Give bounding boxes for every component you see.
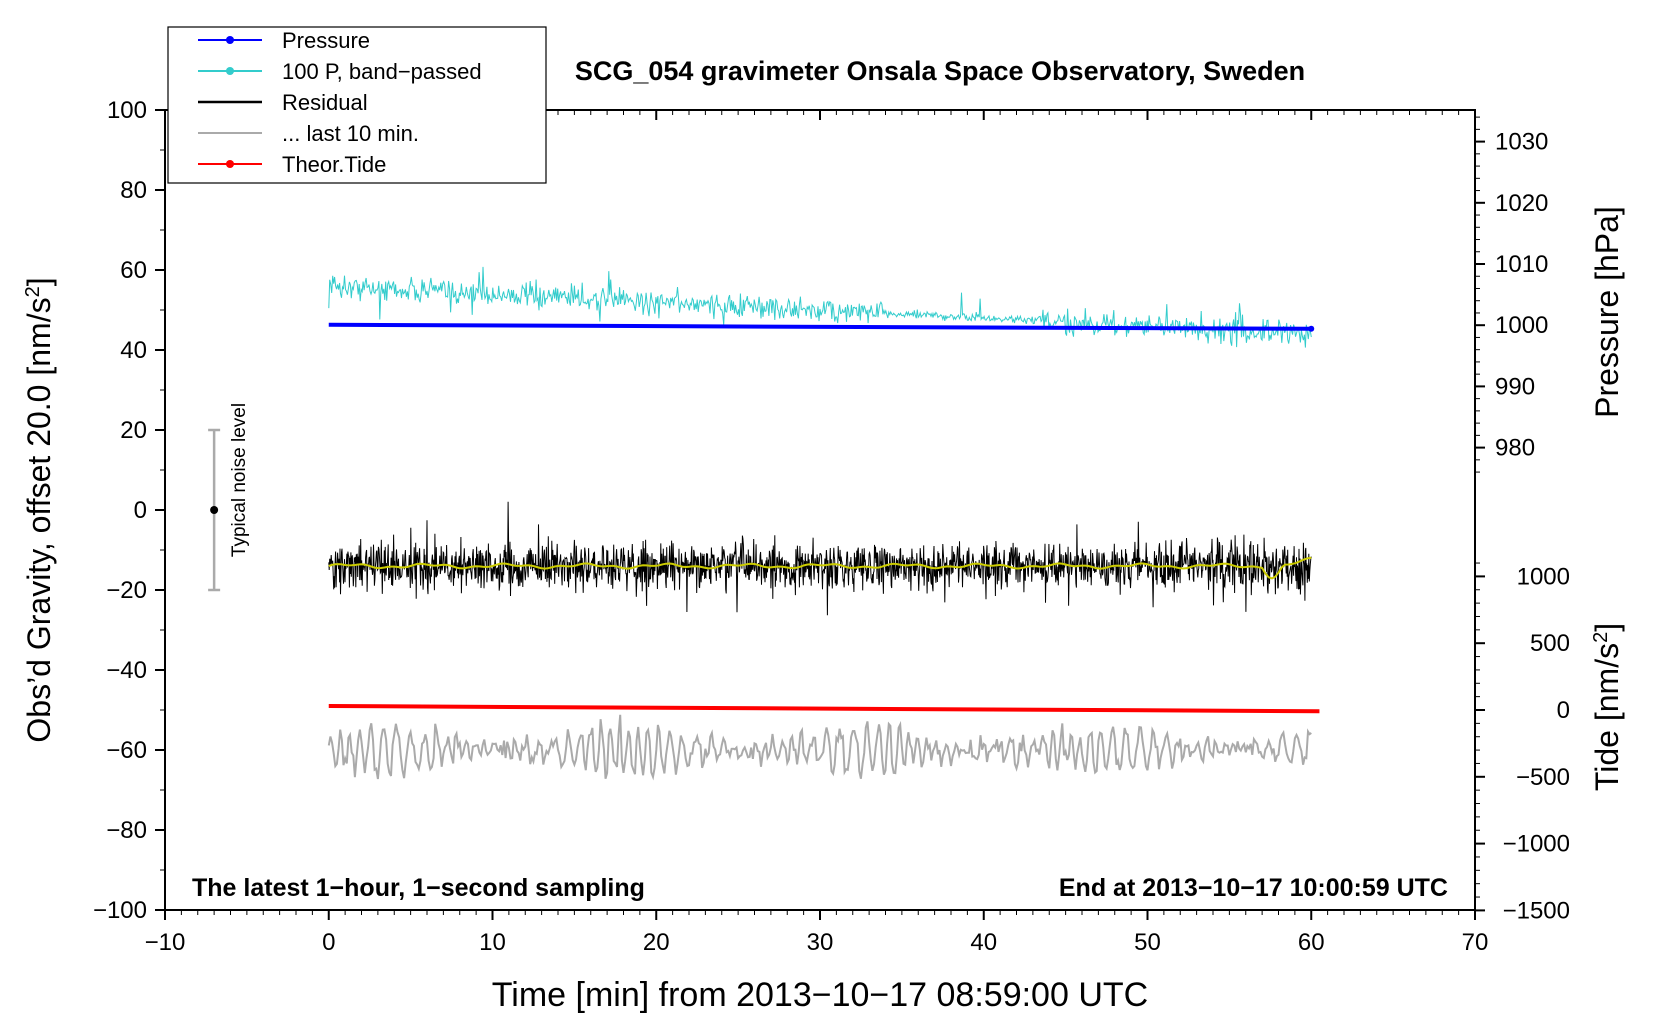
annotation-sampling: The latest 1−hour, 1−second sampling	[192, 874, 645, 902]
pressure-tick-label: 980	[1495, 435, 1535, 462]
tide-tick-label: 1000	[1517, 563, 1570, 590]
y-tick-label: −20	[106, 577, 147, 604]
axes-layer: −10 0 10 20 30 40 50 60 70100806040200−20−40−60−…	[93, 97, 1570, 956]
pressure-end-marker	[1308, 325, 1315, 332]
legend-marker	[226, 160, 234, 168]
legend-label: Theor.Tide	[282, 152, 386, 177]
pressure-tick-label: 1010	[1495, 251, 1548, 278]
pressure-tick-label: 1000	[1495, 312, 1548, 339]
y-tick-label: −40	[106, 657, 147, 684]
series-residual	[328, 501, 1312, 616]
pressure-tick-label: 990	[1495, 373, 1535, 400]
x-axis-label: Time [min] from 2013−10−17 08:59:00 UTC	[492, 976, 1148, 1014]
series-last-10-min	[327, 714, 1312, 781]
x-tick-label: 40	[970, 929, 997, 956]
series-layer	[208, 266, 1320, 781]
legend-label: Pressure	[282, 28, 370, 53]
tide-tick-label: −500	[1516, 764, 1570, 791]
legend-label: Residual	[282, 90, 368, 115]
y-axis-label-pressure: Pressure [hPa]	[1589, 206, 1625, 418]
x-tick-label: 30	[807, 929, 834, 956]
x-tick-label: 50	[1134, 929, 1161, 956]
pressure-tick-label: 1020	[1495, 190, 1548, 217]
series-pressure	[328, 322, 1312, 331]
legend-marker	[226, 67, 234, 75]
y-tick-label: 40	[120, 337, 147, 364]
x-tick-label: 20	[643, 929, 670, 956]
y-tick-label: −100	[93, 897, 147, 924]
y-axis-label-tide: Tide [nm/s2]	[1589, 623, 1625, 791]
x-tick-label: 60	[1298, 929, 1325, 956]
plot-frame	[164, 109, 1476, 911]
series-theoretical-tide	[328, 704, 1320, 714]
legend-label: ... last 10 min.	[282, 121, 419, 146]
legend-label: 100 P, band−passed	[282, 59, 482, 84]
x-tick-label: −10	[145, 929, 186, 956]
tide-tick-label: −1500	[1503, 897, 1570, 924]
y-tick-label: −80	[106, 817, 147, 844]
y-tick-label: 60	[120, 257, 147, 284]
noise-bar-center-dot	[210, 506, 219, 514]
tide-tick-label: 0	[1557, 697, 1570, 724]
tide-tick-label: 500	[1530, 630, 1570, 657]
pressure-tick-label: 1030	[1495, 129, 1548, 156]
y-tick-label: 80	[120, 177, 147, 204]
noise-level-label: Typical noise level	[229, 403, 250, 557]
legend-marker	[226, 36, 234, 44]
y-tick-label: 20	[120, 417, 147, 444]
x-tick-label: 70	[1462, 929, 1489, 956]
x-tick-label: 10	[479, 929, 506, 956]
x-tick-label: 0	[322, 929, 335, 956]
legend-box	[167, 26, 547, 184]
annotation-end-time: End at 2013−10−17 10:00:59 UTC	[1059, 874, 1448, 902]
series-residual-smoothed	[328, 556, 1312, 580]
series-pressure-bandpassed	[328, 266, 1312, 348]
y-tick-label: 0	[134, 497, 147, 524]
y-tick-label: −60	[106, 737, 147, 764]
chart-title: SCG_054 gravimeter Onsala Space Observat…	[575, 56, 1305, 86]
y-axis-label-left: Obs’d Gravity, offset 20.0 [nm/s2]	[21, 277, 57, 742]
y-tick-label: 100	[107, 97, 147, 124]
tide-tick-label: −1000	[1503, 831, 1570, 858]
legend: Pressure 100 P, band−passed Residual ... la…	[167, 26, 547, 184]
